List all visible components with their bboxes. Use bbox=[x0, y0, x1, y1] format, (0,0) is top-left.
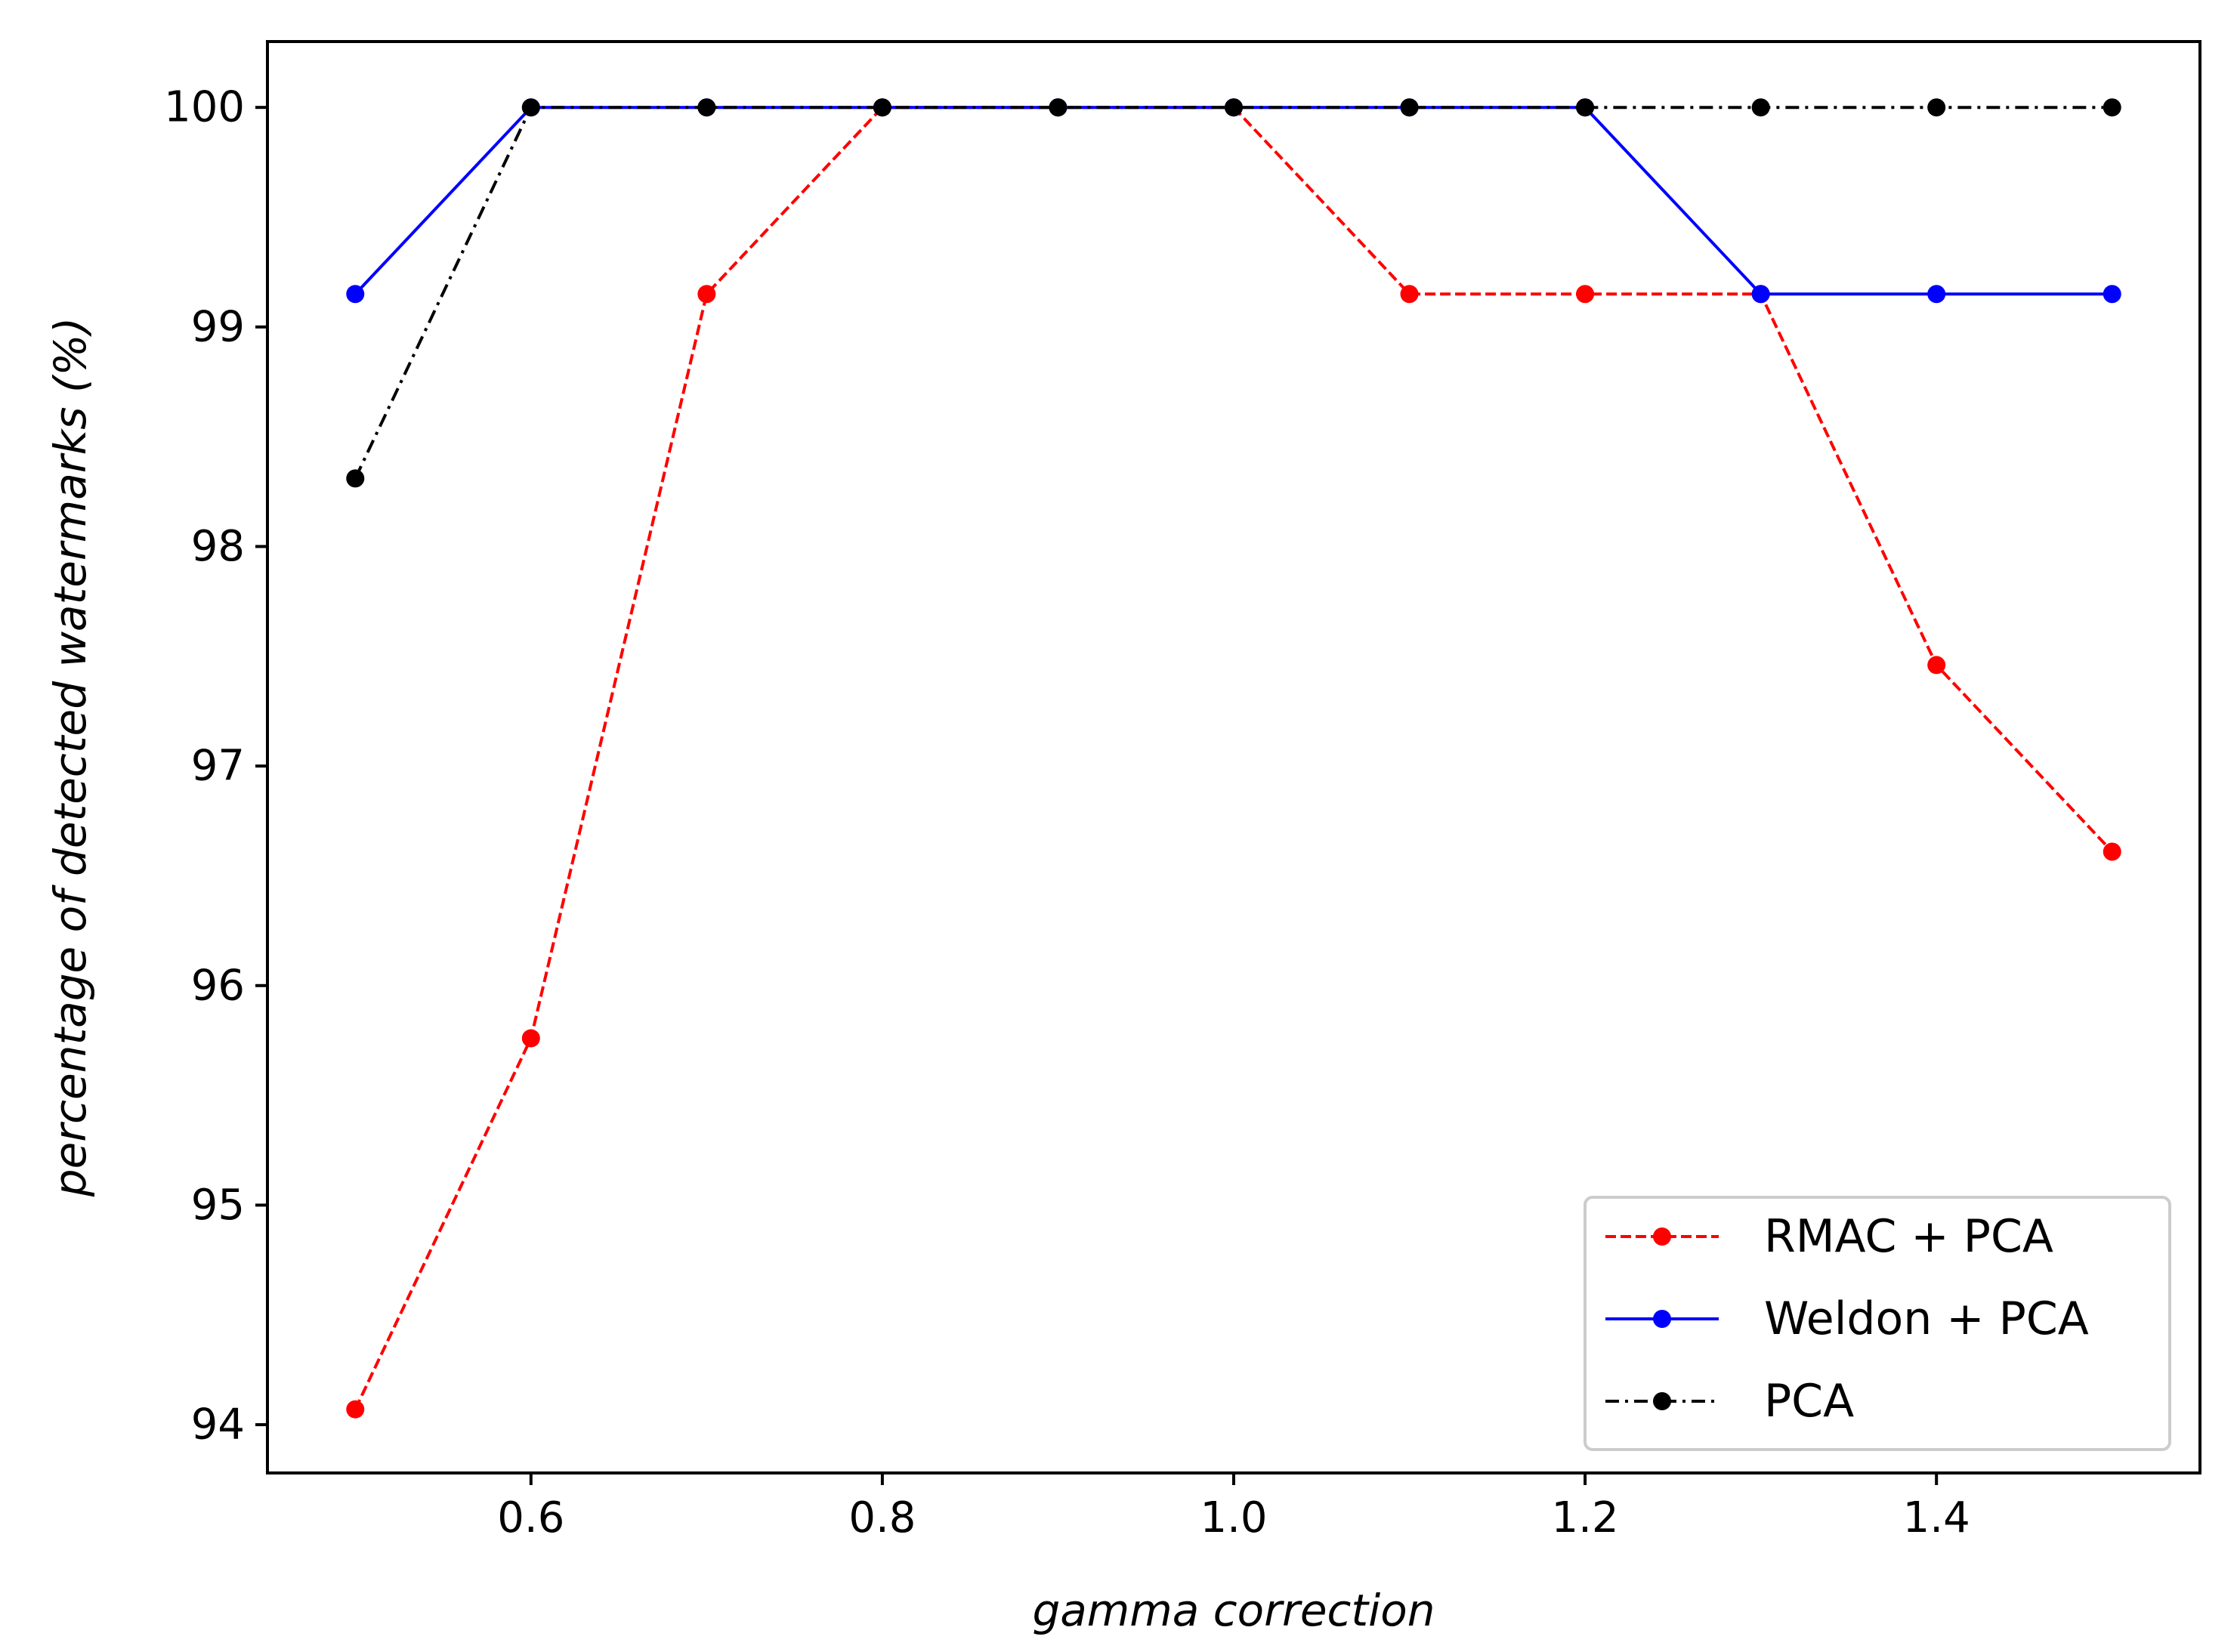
data-point-pca bbox=[1225, 98, 1243, 117]
x-tick-label: 1.2 bbox=[1552, 1493, 1619, 1542]
legend: RMAC + PCA Weldon + PCA PCA bbox=[1584, 1196, 2171, 1451]
data-point-rmac-pca bbox=[1927, 656, 1946, 675]
data-point-pca bbox=[1927, 98, 1946, 117]
legend-box bbox=[1584, 1196, 2171, 1451]
y-tick-label: 94 bbox=[191, 1400, 245, 1450]
y-tick-label: 96 bbox=[191, 961, 245, 1010]
legend-item-rmac-pca: RMAC + PCA bbox=[1605, 1210, 2053, 1263]
y-tick-label: 100 bbox=[164, 83, 245, 132]
data-point-rmac-pca bbox=[1400, 285, 1419, 304]
x-axis-title: gamma correction bbox=[1032, 1585, 1435, 1636]
y-tick-label: 95 bbox=[191, 1181, 245, 1230]
x-tick-label: 0.8 bbox=[848, 1493, 916, 1542]
legend-item-pca: PCA bbox=[1605, 1375, 1854, 1428]
data-point-rmac-pca bbox=[346, 1400, 365, 1419]
y-tick-label: 98 bbox=[191, 522, 245, 571]
y-tick-label: 97 bbox=[191, 742, 245, 791]
data-point-weldon-pca bbox=[1751, 285, 1770, 304]
data-point-pca bbox=[697, 98, 716, 117]
data-point-rmac-pca bbox=[2103, 842, 2121, 861]
data-point-pca bbox=[1751, 98, 1770, 117]
data-point-weldon-pca bbox=[2103, 285, 2121, 304]
legend-items: RMAC + PCA Weldon + PCA PCA bbox=[1605, 1210, 2089, 1428]
data-point-pca bbox=[346, 469, 365, 488]
series-pca bbox=[346, 98, 2121, 488]
legend-item-weldon-pca: Weldon + PCA bbox=[1605, 1292, 2089, 1345]
data-point-weldon-pca bbox=[1927, 285, 1946, 304]
x-tick-label: 0.6 bbox=[497, 1493, 564, 1542]
legend-label: RMAC + PCA bbox=[1764, 1210, 2053, 1263]
data-point-pca bbox=[873, 98, 891, 117]
data-point-rmac-pca bbox=[697, 285, 716, 304]
data-point-rmac-pca bbox=[1576, 285, 1595, 304]
tick-layer: 0.6 0.8 1.0 1.2 1.4 94 95 96 97 98 99 100 bbox=[164, 83, 1970, 1542]
data-point-weldon-pca bbox=[346, 285, 365, 304]
x-tick-label: 1.4 bbox=[1903, 1493, 1970, 1542]
data-point-pca bbox=[521, 98, 540, 117]
y-axis-title: percentage of detected watermarks (%) bbox=[45, 317, 96, 1197]
legend-swatch-marker bbox=[1653, 1392, 1671, 1410]
data-point-rmac-pca bbox=[521, 1029, 540, 1048]
data-point-pca bbox=[1049, 98, 1068, 117]
plot-frame bbox=[266, 40, 2201, 1474]
y-tick-label: 99 bbox=[191, 302, 245, 351]
legend-swatch-marker bbox=[1653, 1227, 1671, 1246]
x-tick-label: 1.0 bbox=[1200, 1493, 1267, 1542]
legend-swatch-marker bbox=[1653, 1310, 1671, 1328]
data-point-pca bbox=[2103, 98, 2121, 117]
data-point-pca bbox=[1576, 98, 1595, 117]
legend-label: Weldon + PCA bbox=[1764, 1292, 2089, 1345]
series-layer bbox=[346, 98, 2121, 1419]
data-point-pca bbox=[1400, 98, 1419, 117]
legend-label: PCA bbox=[1764, 1375, 1854, 1428]
